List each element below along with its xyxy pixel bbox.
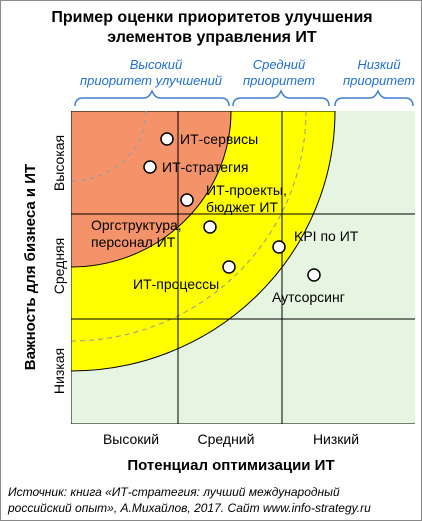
x-tick-high: Высокий	[103, 431, 159, 447]
item-marker	[272, 240, 286, 254]
item-org-structure: Оргструктура, персонал ИТ	[91, 217, 217, 250]
low-priority-brace	[334, 89, 414, 107]
item-label: KPI по ИТ	[294, 228, 359, 244]
item-marker	[160, 132, 174, 146]
item-label-line-2: персонал ИТ	[91, 234, 176, 250]
low-priority-line-2: приоритет	[343, 73, 415, 88]
high-priority-line-1: Высокий	[130, 57, 183, 72]
item-it-processes: ИТ-процессы	[133, 260, 236, 292]
x-axis-label: Потенциал оптимизации ИТ	[127, 457, 334, 474]
medium-priority-brace	[232, 89, 330, 107]
item-label: ИТ-стратегия	[162, 159, 249, 175]
y-axis-label: Важность для бизнеса и ИТ	[22, 164, 39, 370]
source-line-1: Источник: книга «ИТ-стратегия: лучший ме…	[8, 485, 340, 499]
title-line-2: элементов управления ИТ	[107, 29, 317, 46]
item-label: ИТ-процессы	[133, 276, 219, 292]
title-line-1: Пример оценки приоритетов улучшения	[51, 9, 372, 26]
item-it-strategy: ИТ-стратегия	[143, 159, 249, 175]
item-label: ИТ-сервисы	[180, 131, 258, 147]
item-it-projects: ИТ-проекты, бюджет ИТ	[180, 182, 287, 215]
item-marker	[143, 160, 157, 174]
source-line-2: российский опыт», А.Михайлов, 2017. Сайт…	[7, 501, 371, 515]
item-label: ИТ-проекты,	[206, 182, 287, 198]
inner-dashed-arc	[71, 111, 147, 182]
x-tick-medium: Средний	[198, 431, 255, 447]
item-kpi: KPI по ИТ	[272, 228, 359, 254]
low-priority-line-1: Низкий	[357, 57, 400, 72]
item-label: Оргструктура,	[91, 217, 182, 233]
item-label-line-2: бюджет ИТ	[206, 199, 278, 215]
high-priority-line-2: приоритет улучшений	[80, 73, 222, 88]
item-marker	[307, 268, 321, 282]
outer-dashed-arc	[71, 111, 307, 342]
y-tick-high: Высокая	[51, 135, 67, 191]
item-marker	[203, 220, 217, 234]
high-priority-brace	[74, 89, 230, 107]
item-outsourcing: Аутсорсинг	[272, 268, 345, 305]
high-priority-zone	[71, 111, 232, 268]
medium-priority-line-2: приоритет	[243, 73, 315, 88]
item-marker	[180, 193, 194, 207]
item-label: Аутсорсинг	[272, 289, 345, 305]
item-it-services: ИТ-сервисы	[160, 131, 258, 147]
y-tick-medium: Средняя	[51, 238, 67, 294]
x-tick-low: Низкий	[313, 431, 359, 447]
priority-zones	[71, 111, 415, 424]
y-tick-low: Низкая	[51, 348, 67, 394]
medium-priority-line-1: Средний	[253, 57, 306, 72]
item-marker	[222, 260, 236, 274]
